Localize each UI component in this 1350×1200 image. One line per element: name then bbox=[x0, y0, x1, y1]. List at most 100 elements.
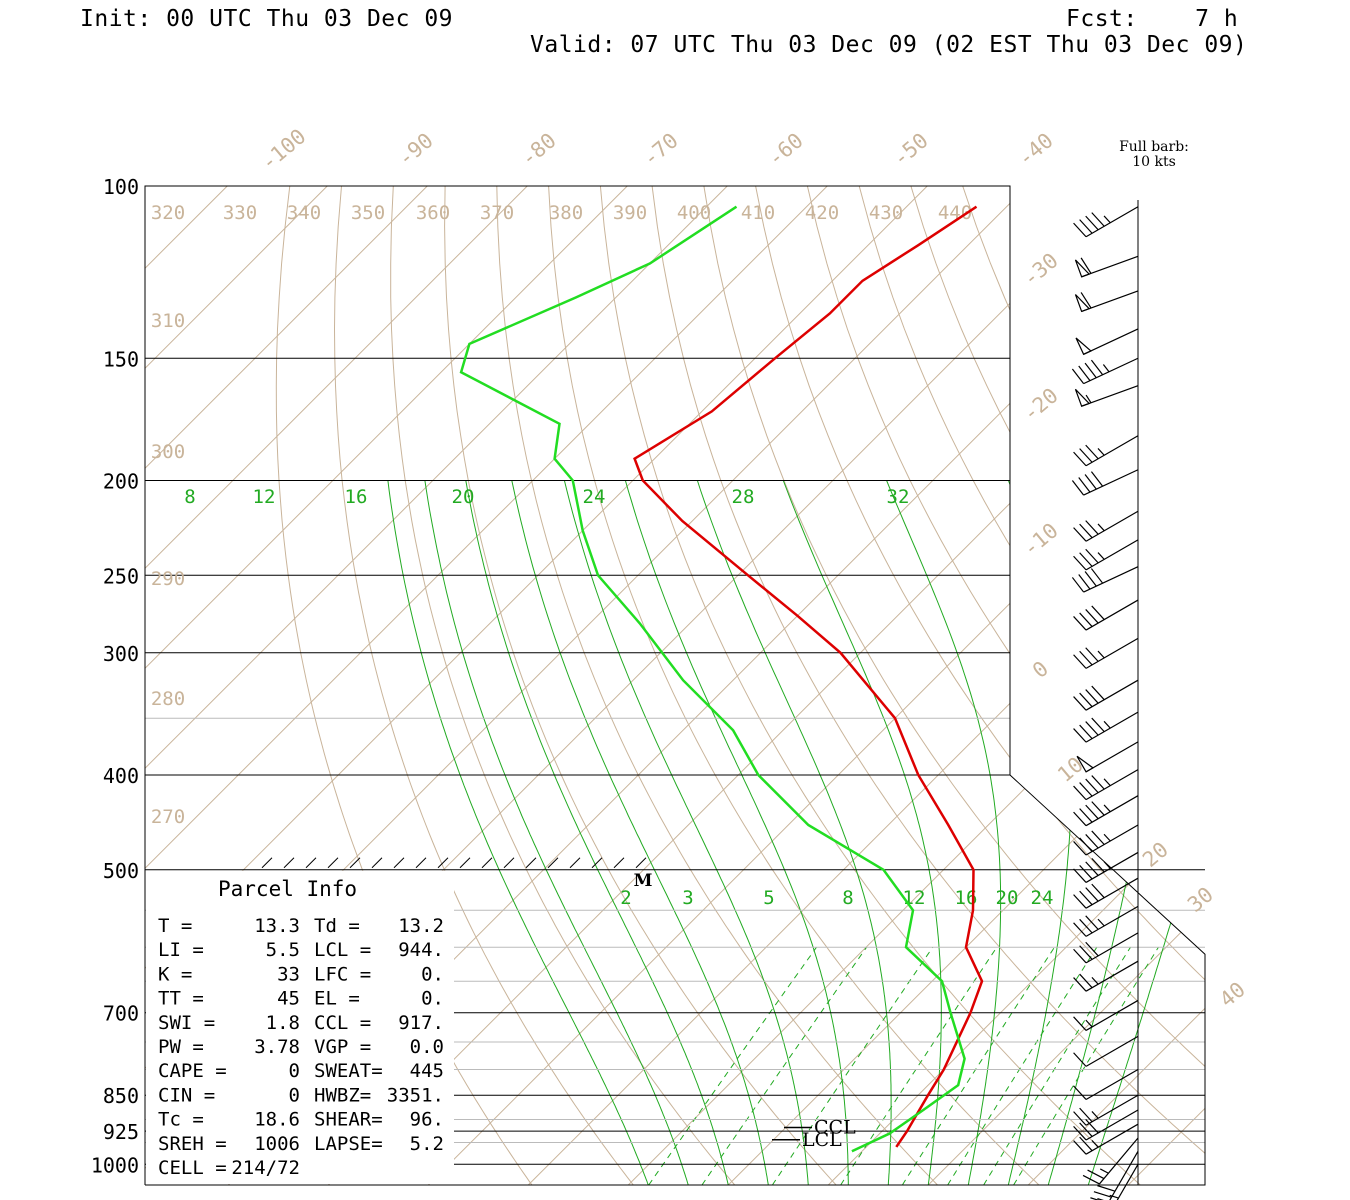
parcel-info-key: K = bbox=[158, 963, 192, 985]
parcel-info-key: CAPE = bbox=[158, 1060, 227, 1082]
barb-full-feather bbox=[1073, 948, 1087, 964]
barb-full-feather bbox=[1085, 520, 1099, 535]
barb-staff bbox=[1116, 1163, 1139, 1200]
barb-full-feather bbox=[1073, 1140, 1087, 1155]
parcel-info-value: 0. bbox=[421, 963, 444, 985]
saturated-adiabat-line bbox=[465, 480, 729, 1185]
barb-staff bbox=[1085, 539, 1139, 571]
parcel-info-value: 45 bbox=[277, 988, 300, 1010]
barb-staff bbox=[1085, 741, 1139, 773]
forecast-hour: Fcst: 7 h bbox=[1066, 6, 1239, 32]
dry-adiabat-line bbox=[1325, 186, 1350, 1185]
isotherm-label: 40 bbox=[1215, 977, 1250, 1012]
dry-adiabat-line bbox=[1222, 186, 1350, 1185]
theta-label: 320 bbox=[151, 202, 185, 224]
wind-barb bbox=[1073, 905, 1139, 937]
barb-full-feather bbox=[1090, 471, 1104, 487]
hatch-mark bbox=[371, 857, 383, 869]
barb-full-feather bbox=[1079, 1107, 1093, 1123]
parcel-info-value: 214/72 bbox=[231, 1157, 300, 1179]
barb-full-feather bbox=[1079, 782, 1093, 797]
wind-barb bbox=[1073, 999, 1139, 1031]
barb-half-feather bbox=[1091, 1140, 1099, 1148]
isotherm-label: 0 bbox=[1028, 656, 1053, 683]
isotherm-label: 20 bbox=[1138, 837, 1173, 872]
barb-full-feather bbox=[1079, 1136, 1093, 1152]
parcel-info-value: 445 bbox=[410, 1060, 444, 1082]
barb-full-feather bbox=[1073, 922, 1087, 937]
parcel-info-key: CIN = bbox=[158, 1084, 215, 1106]
saturated-adiabat-label: 28 bbox=[732, 486, 755, 508]
mixing-ratio-line bbox=[701, 946, 868, 1185]
annotation-lcl: LCL bbox=[802, 1129, 842, 1151]
barb-full-feather bbox=[1097, 1198, 1104, 1200]
pressure-tick-label: 150 bbox=[103, 347, 139, 371]
barb-staff bbox=[1081, 255, 1139, 278]
pressure-tick-label: 400 bbox=[103, 764, 139, 788]
barb-full-feather bbox=[1078, 574, 1091, 590]
barb-full-feather bbox=[1090, 1197, 1100, 1200]
isotherm-label: -30 bbox=[1018, 248, 1062, 291]
parcel-info-value: 33 bbox=[277, 963, 300, 985]
theta-label: 350 bbox=[351, 202, 385, 224]
saturated-adiabat-label: 12 bbox=[253, 486, 276, 508]
barb-staff bbox=[1085, 637, 1139, 669]
wind-barb bbox=[1073, 435, 1139, 467]
barb-full-feather bbox=[1091, 883, 1105, 899]
barb-pennant bbox=[1074, 259, 1091, 278]
saturated-adiabat-line bbox=[511, 480, 769, 1185]
barb-full-feather bbox=[1079, 612, 1093, 627]
isotherm-label: -20 bbox=[1018, 383, 1062, 426]
barb-full-feather bbox=[1079, 864, 1093, 880]
barb-full-feather bbox=[1079, 808, 1093, 823]
theta-label: 290 bbox=[151, 568, 185, 590]
wind-barb bbox=[1074, 385, 1139, 407]
barb-full-feather bbox=[1079, 692, 1093, 708]
dry-adiabat-line bbox=[444, 186, 837, 1185]
barb-full-feather bbox=[1091, 605, 1105, 620]
isotherm-line bbox=[427, 186, 1205, 1185]
isotherm-label: -40 bbox=[1013, 128, 1057, 171]
parcel-info-value: 13.3 bbox=[254, 915, 300, 937]
wind-barb bbox=[1097, 1163, 1139, 1200]
barb-staff bbox=[1085, 851, 1139, 883]
barb-staff bbox=[1083, 328, 1139, 355]
barb-full-feather bbox=[1073, 1085, 1087, 1100]
barb-full-feather bbox=[1079, 890, 1093, 906]
saturated-adiabat-label: 8 bbox=[184, 486, 195, 508]
barb-full-feather bbox=[1091, 801, 1105, 816]
barb-full-feather bbox=[1071, 480, 1085, 496]
barb-full-feather bbox=[1084, 571, 1097, 587]
barb-full-feather bbox=[1091, 685, 1105, 701]
barb-staff bbox=[1085, 999, 1139, 1031]
pressure-tick-label: 700 bbox=[103, 1002, 139, 1026]
barb-staff bbox=[1085, 711, 1139, 743]
parcel-info-value: 5.2 bbox=[410, 1133, 444, 1155]
barb-full-feather bbox=[1085, 689, 1099, 704]
isotherm-line bbox=[1228, 186, 1350, 1185]
barb-full-feather bbox=[1087, 1169, 1105, 1180]
dry-adiabat-line bbox=[1273, 186, 1350, 1185]
isotherm-label: -60 bbox=[763, 128, 807, 171]
parcel-info-value: 3351. bbox=[387, 1084, 444, 1106]
wind-barb bbox=[1073, 1035, 1139, 1067]
mixing-ratio-line bbox=[771, 946, 934, 1185]
dewpoint-profile-line bbox=[459, 205, 966, 1153]
wind-barb bbox=[1073, 510, 1139, 542]
barb-full-feather bbox=[1093, 1191, 1112, 1198]
parcel-info-key: Td = bbox=[314, 915, 360, 937]
barb-staff bbox=[1085, 599, 1139, 631]
barb-staff bbox=[1083, 566, 1139, 593]
mixing-ratio-label: 24 bbox=[1031, 887, 1054, 909]
barb-pennant bbox=[1074, 294, 1091, 313]
saturated-adiabat-line bbox=[1047, 480, 1158, 1185]
wind-barb bbox=[1074, 290, 1139, 313]
isotherm-line bbox=[145, 186, 328, 1185]
hatch-mark bbox=[481, 857, 493, 869]
barb-staff bbox=[1085, 932, 1139, 964]
barb-full-feather bbox=[1084, 474, 1097, 490]
saturated-adiabat-line bbox=[424, 480, 689, 1185]
wind-barb bbox=[1073, 824, 1139, 856]
wind-barb bbox=[1076, 741, 1139, 773]
parcel-info-value: 13.2 bbox=[398, 915, 444, 937]
